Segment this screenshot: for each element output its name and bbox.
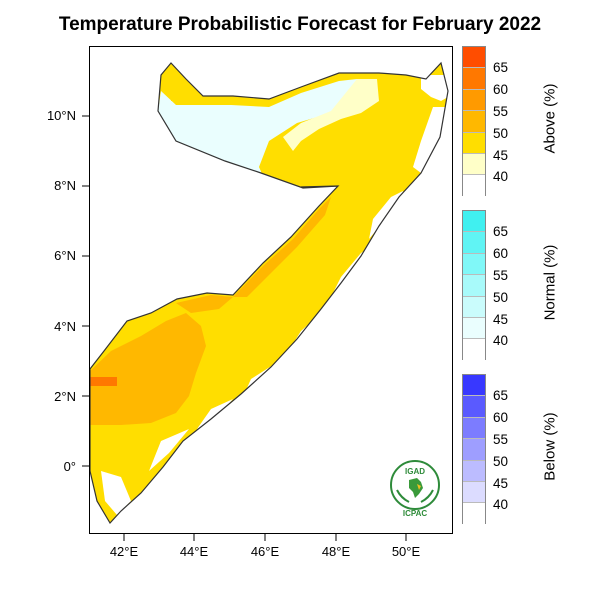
legend-above-colorbar	[462, 46, 486, 197]
legend-swatch	[463, 153, 485, 176]
x-tick-label: 48°E	[321, 544, 351, 559]
y-tick-label: 10°N	[46, 108, 76, 123]
legend-above-level: 60	[493, 82, 509, 97]
legend-above-level: 45	[493, 148, 509, 163]
legend-swatch	[463, 439, 485, 461]
legend-swatch	[463, 211, 485, 233]
legend-swatch	[463, 111, 485, 133]
legend-normal-level: 55	[493, 268, 509, 283]
legend-swatch	[463, 89, 485, 112]
legend-swatch	[463, 68, 485, 90]
legend-normal-level: 65	[493, 224, 509, 239]
legend-swatch	[463, 296, 485, 318]
legend-swatch	[463, 132, 485, 154]
legend-normal-level: 45	[493, 312, 509, 327]
legend-above-level: 50	[493, 126, 509, 141]
x-tick-label: 44°E	[179, 544, 209, 559]
y-tick-label: 2°N	[54, 389, 76, 404]
legend-above-title: Above (%)	[541, 83, 559, 154]
legend-below-level: 40	[493, 497, 509, 512]
legend-swatch	[463, 317, 485, 340]
legend-swatch	[463, 396, 485, 418]
x-tick-label: 50°E	[391, 544, 421, 559]
legend-above-level: 65	[493, 60, 509, 75]
legend-below-level: 65	[493, 388, 509, 403]
x-tick-label: 46°E	[250, 544, 280, 559]
legend-normal-title: Normal (%)	[541, 244, 559, 321]
x-tick-label: 42°E	[109, 544, 139, 559]
legend-below-level: 45	[493, 476, 509, 491]
legend-swatch-empty	[463, 503, 485, 525]
logo-top-text: IGAD	[405, 467, 425, 476]
legend-normal-level: 60	[493, 246, 509, 261]
legend-swatch	[463, 460, 485, 482]
legend-normal-level: 40	[493, 333, 509, 348]
country-outline	[90, 61, 449, 525]
igad-icpac-logo: IGAD ICPAC	[390, 460, 440, 518]
legend-swatch-empty	[463, 339, 485, 361]
legend-below-level: 50	[493, 454, 509, 469]
legend-swatch	[463, 417, 485, 440]
page-title: Temperature Probabilistic Forecast for F…	[58, 14, 542, 35]
y-tick-label: 4°N	[54, 319, 76, 334]
legend-normal-level: 50	[493, 290, 509, 305]
legend-below-level: 60	[493, 410, 509, 425]
legend-swatch	[463, 275, 485, 297]
logo-bottom-text: ICPAC	[403, 509, 428, 518]
legend-normal-colorbar	[462, 210, 486, 361]
y-tick-label: 8°N	[54, 178, 76, 193]
y-tick-label: 0°	[63, 459, 76, 474]
legend-below-title: Below (%)	[541, 412, 559, 481]
legend-swatch	[463, 232, 485, 254]
legend-below-level: 55	[493, 432, 509, 447]
legend-swatch	[463, 481, 485, 504]
legend-below-colorbar	[462, 374, 486, 525]
y-tick-label: 6°N	[54, 248, 76, 263]
map-frame	[89, 46, 453, 534]
legend-swatch-empty	[463, 175, 485, 197]
legend-swatch	[463, 375, 485, 397]
legend-swatch	[463, 47, 485, 69]
forecast-map	[90, 61, 449, 525]
legend-above-level: 55	[493, 104, 509, 119]
legend-above-level: 40	[493, 169, 509, 184]
legend-swatch	[463, 253, 485, 276]
